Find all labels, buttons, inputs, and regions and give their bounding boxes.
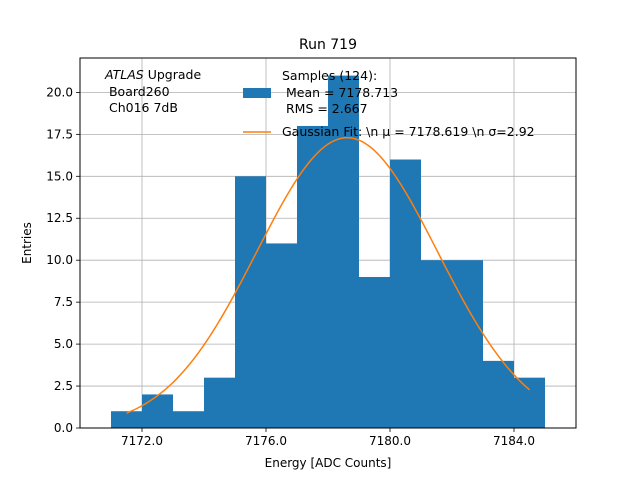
- y-tick-label: 5.0: [54, 337, 73, 351]
- annotation-line-1: ATLAS Upgrade: [104, 67, 201, 82]
- y-tick-label: 0.0: [54, 421, 73, 435]
- histogram-bars: [111, 75, 545, 429]
- x-tick-label: 7180.0: [369, 434, 411, 448]
- y-tick-label: 2.5: [54, 379, 73, 393]
- chart-title: Run 719: [299, 37, 357, 53]
- histogram-bar: [359, 276, 390, 428]
- histogram-bar: [142, 394, 173, 428]
- legend-samples-line-3: RMS = 2.667: [282, 101, 368, 116]
- legend-samples-swatch: [243, 88, 271, 98]
- x-tick-label: 7184.0: [493, 434, 535, 448]
- histogram-bar: [452, 260, 483, 428]
- histogram-bar: [514, 377, 545, 428]
- y-tick-label: 15.0: [46, 169, 73, 183]
- histogram-bar: [111, 411, 142, 428]
- y-tick-label: 10.0: [46, 253, 73, 267]
- x-tick-label: 7176.0: [245, 434, 287, 448]
- histogram-bar: [483, 360, 514, 428]
- y-tick-label: 20.0: [46, 85, 73, 99]
- histogram-bar: [173, 411, 204, 428]
- gaussian-fit-curve: [126, 136, 530, 414]
- atlas-annotation: ATLAS Upgrade Board260 Ch016 7dB: [104, 67, 201, 115]
- histogram-bar: [328, 75, 359, 428]
- legend: Samples (124): Mean = 7178.713 RMS = 2.6…: [243, 68, 535, 139]
- histogram-bar: [297, 125, 328, 429]
- x-axis-label: Energy [ADC Counts]: [265, 456, 392, 470]
- legend-samples-line-2: Mean = 7178.713: [282, 85, 398, 100]
- axes-frame: [79, 57, 577, 429]
- y-tick-label: 17.5: [46, 127, 73, 141]
- histogram-bar: [421, 260, 452, 428]
- legend-samples-line-1: Samples (124):: [282, 68, 377, 83]
- histogram-bar: [266, 243, 297, 428]
- histogram-bar: [390, 159, 421, 428]
- annotation-line-3: Ch016 7dB: [105, 100, 178, 115]
- annotation-upgrade: Upgrade: [144, 67, 202, 82]
- annotation-atlas: ATLAS: [104, 67, 144, 82]
- y-axis-label: Entries: [20, 222, 34, 264]
- y-tick-label: 12.5: [46, 211, 73, 225]
- histogram-bar: [235, 176, 266, 428]
- histogram-bar: [204, 377, 235, 428]
- gaussian-fit-layer: [126, 136, 530, 414]
- x-tick-label: 7172.0: [121, 434, 163, 448]
- legend-fit-label: Gaussian Fit: \n μ = 7178.619 \n σ=2.92: [282, 124, 535, 139]
- y-tick-label: 7.5: [54, 295, 73, 309]
- x-axis-ticks: 7172.0 7176.0 7180.0 7184.0: [121, 428, 535, 448]
- annotation-line-2: Board260: [105, 84, 170, 99]
- y-axis-ticks: 0.0 2.5 5.0 7.5 10.0 12.5 15.0 17.5 20.0: [46, 85, 80, 435]
